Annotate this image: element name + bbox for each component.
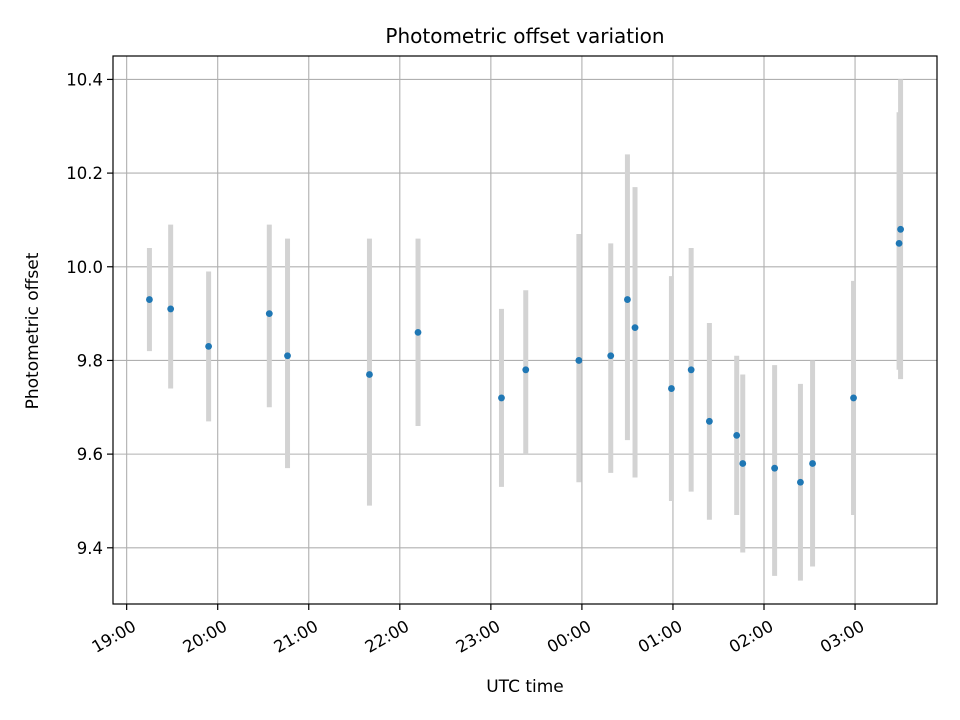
x-tick-label: 21:00 (271, 616, 322, 656)
data-point (771, 464, 779, 472)
data-point (167, 305, 175, 313)
y-tick-label: 9.6 (77, 445, 103, 464)
plot-area (112, 55, 938, 605)
data-point (809, 460, 816, 467)
x-tick-label: 19:00 (89, 616, 140, 656)
y-tick-label: 9.8 (77, 351, 103, 370)
x-tick-label: 02:00 (726, 616, 777, 656)
data-point (668, 385, 675, 392)
chart-title: Photometric offset variation (385, 24, 664, 48)
y-axis-label: Photometric offset (23, 252, 43, 409)
data-point (205, 342, 213, 350)
data-point (366, 371, 373, 378)
data-point (414, 328, 422, 336)
markers (146, 225, 904, 486)
data-point (624, 296, 631, 303)
y-tick-label: 10.4 (66, 70, 103, 89)
data-point (522, 366, 530, 374)
data-point (705, 417, 713, 425)
data-point (897, 225, 904, 233)
data-point (146, 296, 153, 303)
data-point (733, 431, 741, 439)
x-axis-label: UTC time (486, 677, 564, 697)
grid (113, 56, 937, 604)
x-tick-label: 01:00 (635, 616, 686, 656)
data-point (575, 357, 583, 364)
x-tick-label: 20:00 (180, 616, 231, 656)
errorbars (146, 79, 904, 581)
data-point (631, 324, 639, 332)
data-point (739, 460, 747, 467)
data-point (607, 352, 615, 360)
data-point (687, 366, 695, 374)
data-point (498, 394, 505, 402)
data-point (265, 310, 273, 318)
y-tick-label: 10.2 (66, 164, 103, 183)
data-point (797, 478, 804, 486)
x-tick-label: 23:00 (453, 616, 504, 656)
data-point (284, 352, 291, 360)
y-tick-label: 9.4 (77, 539, 103, 558)
data-point (850, 394, 857, 402)
x-tick-label: 00:00 (544, 616, 595, 656)
x-axis: 19:00 20:00 21:00 22:00 23:00 00:00 01:00 02:00… (89, 604, 868, 657)
x-tick-label: 22:00 (362, 616, 413, 656)
y-axis: 9.4 9.6 9.8 10.0 10.2 10.4 (66, 70, 113, 558)
y-tick-label: 10.0 (66, 258, 103, 277)
data-point (895, 239, 903, 247)
x-tick-label: 03:00 (817, 616, 868, 656)
